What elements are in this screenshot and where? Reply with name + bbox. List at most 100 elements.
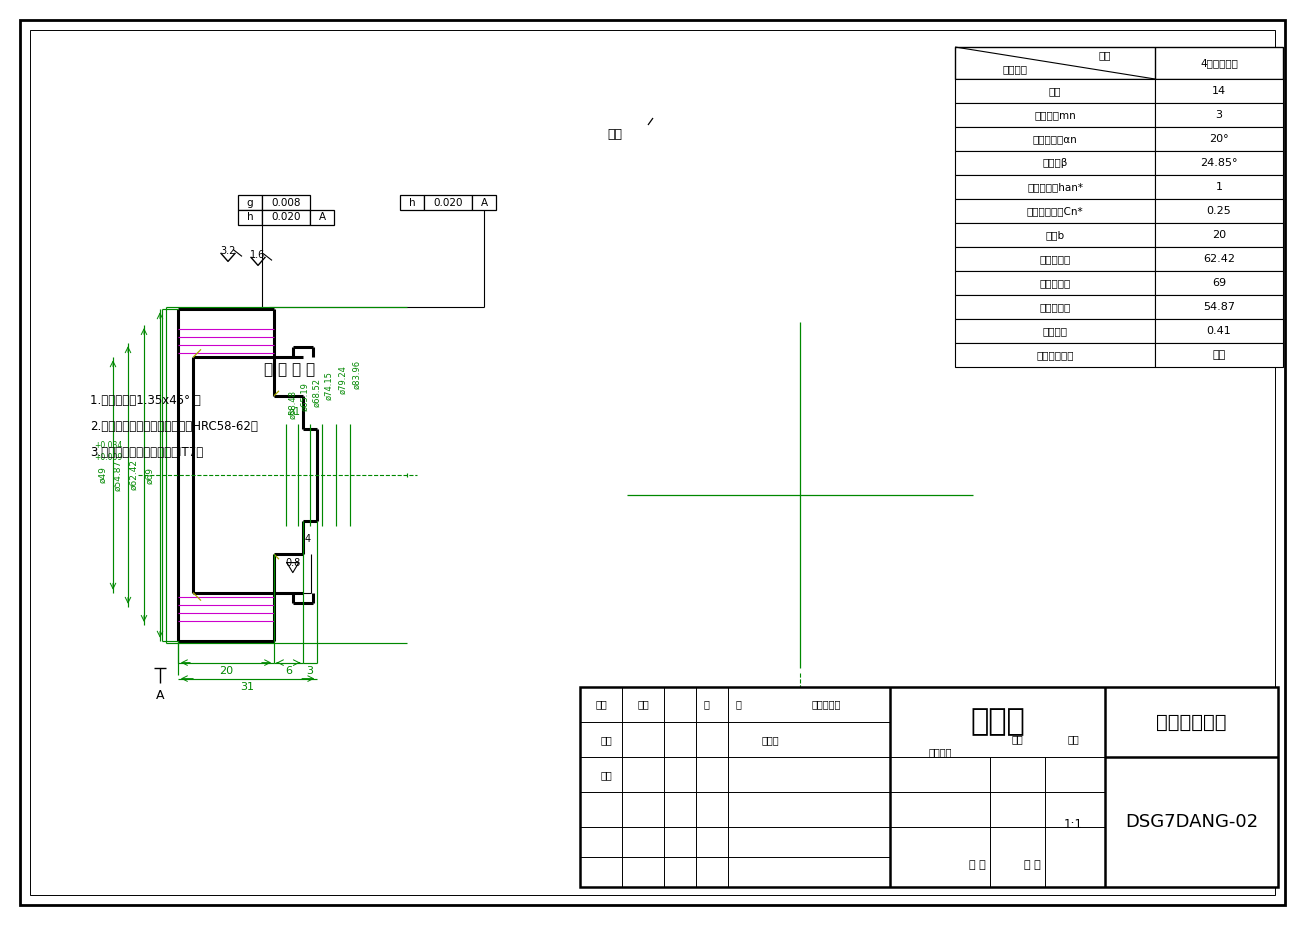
Text: 变位系数: 变位系数 [1043, 326, 1067, 336]
Text: 0.020: 0.020 [433, 198, 463, 207]
Text: ø58.48: ø58.48 [288, 390, 298, 419]
Text: 54.87: 54.87 [1203, 302, 1235, 312]
Text: +0.034: +0.034 [94, 440, 123, 450]
Text: g: g [247, 198, 253, 207]
Bar [1155, 319, 1283, 343]
Bar [1155, 103, 1283, 127]
Text: 2.渗碳后表面淬火后齿面硬度为HRC58-62；: 2.渗碳后表面淬火后齿面硬度为HRC58-62； [90, 420, 258, 433]
Text: 第 张: 第 张 [1024, 860, 1041, 870]
Text: 齿轮倾斜方向: 齿轮倾斜方向 [1036, 350, 1074, 360]
Bar [955, 199, 1155, 223]
Bar [1155, 295, 1283, 319]
Text: h: h [408, 198, 415, 207]
Bar [238, 210, 262, 225]
Text: ø69: ø69 [145, 466, 154, 484]
Text: ø83.96: ø83.96 [352, 360, 361, 388]
Text: 0.41: 0.41 [1207, 326, 1232, 336]
Text: 标记: 标记 [595, 699, 607, 709]
Bar [424, 195, 472, 210]
Bar [1155, 199, 1283, 223]
Text: 左旋: 左旋 [1212, 350, 1225, 360]
Text: 0.8: 0.8 [286, 558, 300, 568]
Text: A: A [480, 198, 488, 207]
Text: 0.008: 0.008 [271, 198, 300, 207]
Bar [955, 247, 1155, 271]
Bar [1155, 271, 1283, 295]
Text: 螺旋角β: 螺旋角β [1043, 158, 1067, 168]
Text: 齿轮: 齿轮 [1099, 50, 1112, 60]
Text: 区: 区 [735, 699, 741, 709]
Bar [238, 195, 262, 210]
Text: 比例: 比例 [1067, 734, 1079, 744]
Text: 31: 31 [240, 682, 254, 692]
Text: 3: 3 [307, 666, 313, 675]
Text: 齿顶高系数han*: 齿顶高系数han* [1027, 182, 1083, 192]
Text: 62.42: 62.42 [1203, 254, 1235, 264]
Bar [1155, 127, 1283, 151]
Bar [955, 127, 1155, 151]
Bar [579, 687, 1278, 887]
Text: 共 张: 共 张 [970, 860, 985, 870]
Text: 其余: 其余 [608, 129, 622, 142]
Text: 3.未注偏差尺寸十大精度为IT7；: 3.未注偏差尺寸十大精度为IT7； [90, 446, 204, 459]
Text: ø65.19: ø65.19 [300, 382, 309, 412]
Text: 1:1: 1:1 [1064, 818, 1083, 831]
Text: +0.009: +0.009 [94, 452, 123, 462]
Text: 分: 分 [703, 699, 709, 709]
Bar [1155, 343, 1283, 367]
Text: 3.2: 3.2 [221, 246, 236, 256]
Text: 分度圆直径: 分度圆直径 [1039, 254, 1070, 264]
Bar [955, 79, 1155, 103]
Text: 0.020: 0.020 [271, 213, 300, 223]
Bar [955, 223, 1155, 247]
Text: h: h [247, 213, 253, 223]
Text: 齿宽b: 齿宽b [1045, 230, 1065, 240]
Bar [955, 175, 1155, 199]
Bar [472, 195, 496, 210]
Text: 法面模数mn: 法面模数mn [1034, 110, 1075, 120]
Bar [262, 210, 311, 225]
Bar [1155, 247, 1283, 271]
Text: 法面顶隙系数Cn*: 法面顶隙系数Cn* [1027, 206, 1083, 216]
Text: ø79.24: ø79.24 [338, 365, 347, 394]
Text: 齿顶圆直径: 齿顶圆直径 [1039, 278, 1070, 288]
Bar [955, 47, 1283, 79]
Text: ø68.52: ø68.52 [312, 378, 321, 407]
Text: 6: 6 [284, 666, 292, 675]
Text: 20: 20 [219, 666, 234, 675]
Text: A: A [155, 689, 164, 702]
Bar [955, 319, 1155, 343]
Bar [1155, 175, 1283, 199]
Text: 零件图: 零件图 [970, 708, 1024, 736]
Bar [401, 195, 424, 210]
Text: 更改文件号: 更改文件号 [812, 699, 840, 709]
Text: ø1: ø1 [288, 406, 301, 416]
Text: A: A [318, 213, 325, 223]
Bar [955, 271, 1155, 295]
Text: 1.未注倒角为1.35x45° ；: 1.未注倒角为1.35x45° ； [90, 393, 201, 406]
Text: 处数: 处数 [637, 699, 649, 709]
Text: 重量: 重量 [1011, 734, 1023, 744]
Text: 齿根圆直径: 齿根圆直径 [1039, 302, 1070, 312]
Bar [262, 195, 311, 210]
Bar [955, 295, 1155, 319]
Text: ø49: ø49 [98, 466, 107, 484]
Bar [311, 210, 334, 225]
Text: 3: 3 [1215, 110, 1223, 120]
Text: 0.25: 0.25 [1207, 206, 1232, 216]
Text: 24.85°: 24.85° [1201, 158, 1237, 168]
Text: 阶段标记: 阶段标记 [928, 747, 951, 757]
Text: 四挡主动齿轮: 四挡主动齿轮 [1156, 712, 1227, 732]
Bar [955, 103, 1155, 127]
Text: 4: 4 [305, 534, 311, 544]
Text: 齿数: 齿数 [1049, 86, 1061, 96]
Text: 1: 1 [1215, 182, 1223, 192]
Text: 1.6: 1.6 [251, 251, 266, 261]
Text: 技 术 要 求: 技 术 要 求 [265, 363, 316, 377]
Text: DSG7DANG-02: DSG7DANG-02 [1125, 813, 1258, 831]
Text: 标准化: 标准化 [761, 735, 779, 745]
Text: 齿轮参数: 齿轮参数 [1002, 65, 1027, 74]
Text: 法面压力角αn: 法面压力角αn [1032, 134, 1078, 144]
Bar [1155, 223, 1283, 247]
Bar [955, 151, 1155, 175]
